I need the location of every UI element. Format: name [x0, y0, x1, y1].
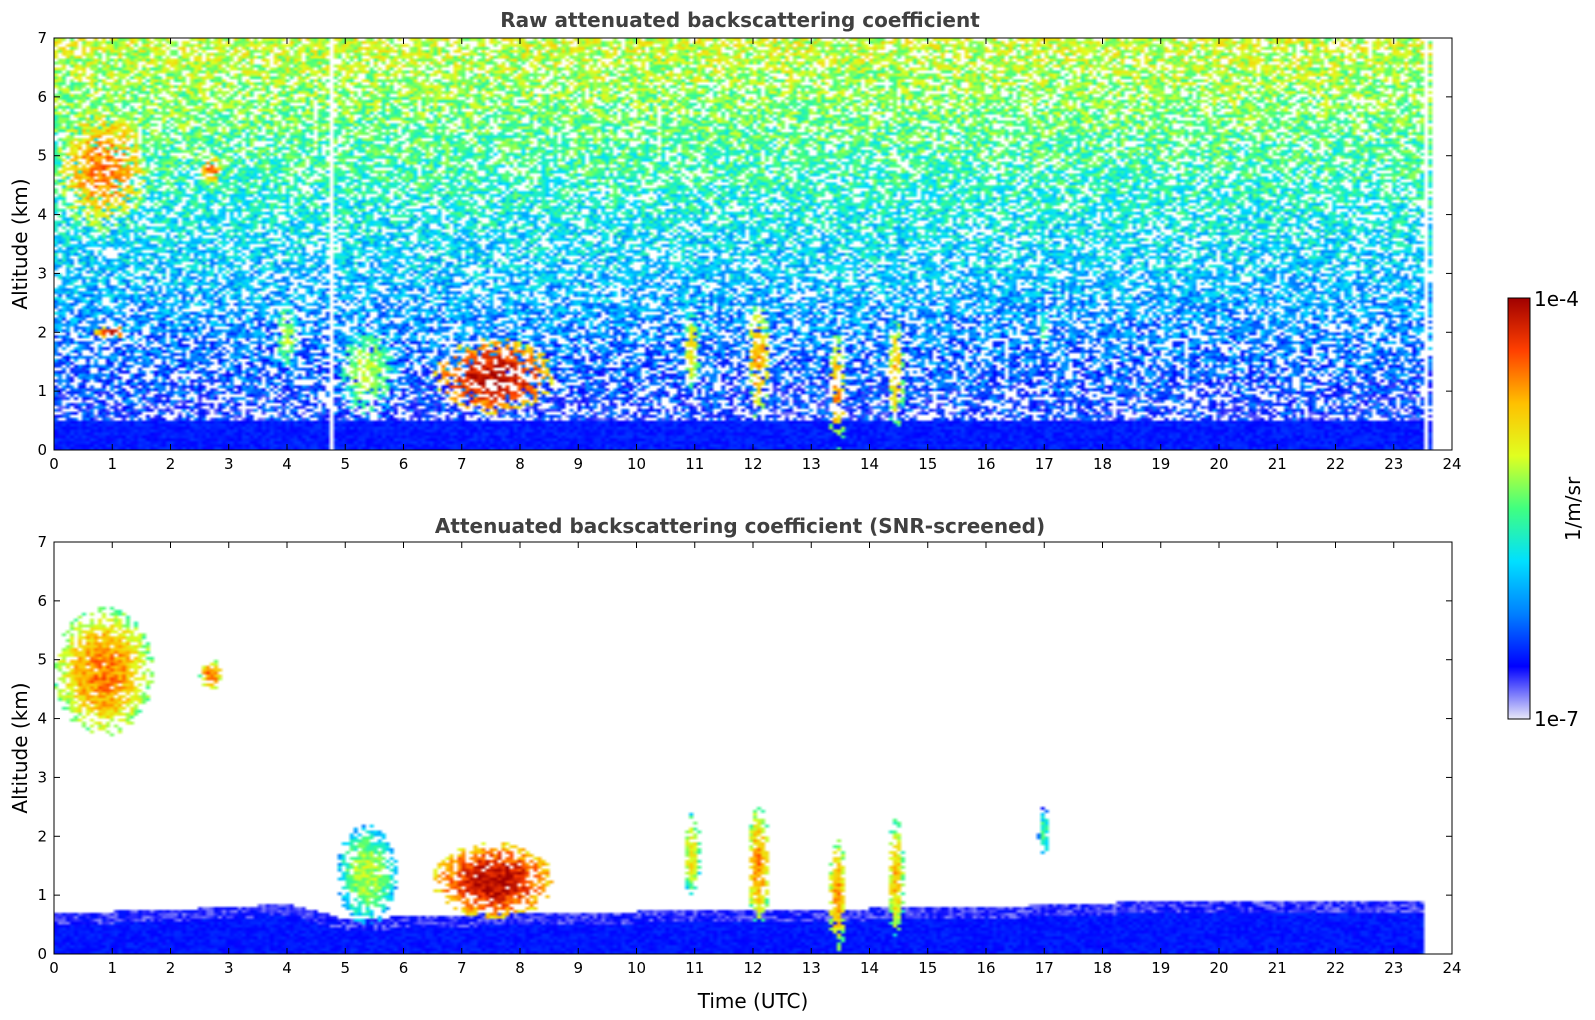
panel-screened-ylabel: Altitude (km): [8, 682, 32, 813]
x-tick-label: 12: [743, 455, 762, 473]
x-tick-label: 16: [976, 455, 995, 473]
x-tick-label: 4: [282, 959, 292, 977]
y-tick-label: 5: [37, 651, 47, 669]
panel-raw-ylabel: Altitude (km): [8, 178, 32, 309]
panel-screened-title: Attenuated backscattering coefficient (S…: [435, 514, 1045, 538]
x-tick-label: 22: [1326, 959, 1345, 977]
x-tick-label: 23: [1384, 455, 1403, 473]
panel-raw: Raw attenuated backscattering coefficien…: [8, 8, 1462, 473]
x-tick-label: 7: [457, 959, 467, 977]
x-tick-label: 15: [918, 455, 937, 473]
y-tick-label: 4: [37, 710, 47, 728]
x-tick-label: 2: [166, 959, 176, 977]
panel-screened-xlabel: Time (UTC): [697, 989, 809, 1013]
y-tick-label: 1: [37, 886, 47, 904]
x-tick-label: 23: [1384, 959, 1403, 977]
x-tick-label: 16: [976, 959, 995, 977]
x-tick-label: 6: [399, 455, 409, 473]
y-tick-label: 5: [37, 147, 47, 165]
colorbar-unit-label: 1/m/sr: [1561, 476, 1585, 541]
x-tick-label: 19: [1151, 455, 1170, 473]
x-tick-label: 0: [49, 455, 59, 473]
colorbar-max-label: 1e-4: [1534, 287, 1579, 311]
heatmap-image: [54, 38, 1452, 450]
panel-screened-axes: 0 1 2 3 4 5 6 7 8 9 10 11 12 13 14 15 16 17 18 19 20 21 22 23 24…: [37, 533, 1461, 977]
x-tick-label: 19: [1151, 959, 1170, 977]
y-tick-label: 7: [37, 533, 47, 551]
x-tick-label: 17: [1035, 455, 1054, 473]
y-tick-label: 2: [37, 323, 47, 341]
x-tick-label: 9: [573, 455, 583, 473]
colorbar-gradient: [1507, 297, 1531, 720]
x-tick-label: 24: [1442, 959, 1461, 977]
x-tick-label: 21: [1268, 959, 1287, 977]
x-tick-label: 3: [224, 455, 234, 473]
x-tick-label: 5: [340, 959, 350, 977]
colorbar-min-label: 1e-7: [1534, 707, 1579, 731]
x-tick-label: 21: [1268, 455, 1287, 473]
x-tick-label: 4: [282, 455, 292, 473]
x-tick-label: 0: [49, 959, 59, 977]
y-tick-label: 7: [37, 29, 47, 47]
y-tick-label: 0: [37, 441, 47, 459]
panel-screened: Attenuated backscattering coefficient (S…: [8, 514, 1462, 1013]
x-tick-label: 11: [685, 455, 704, 473]
y-tick-label: 6: [37, 592, 47, 610]
x-tick-label: 20: [1209, 455, 1228, 473]
heatmap-image: [54, 542, 1452, 954]
x-tick-label: 9: [573, 959, 583, 977]
x-tick-label: 1: [107, 455, 117, 473]
x-tick-label: 10: [627, 455, 646, 473]
x-tick-label: 8: [515, 455, 525, 473]
y-tick-label: 4: [37, 206, 47, 224]
y-tick-label: 3: [37, 768, 47, 786]
x-tick-label: 17: [1035, 959, 1054, 977]
x-tick-label: 13: [802, 455, 821, 473]
x-tick-label: 11: [685, 959, 704, 977]
x-tick-label: 6: [399, 959, 409, 977]
x-tick-label: 1: [107, 959, 117, 977]
x-tick-label: 7: [457, 455, 467, 473]
x-tick-label: 24: [1442, 455, 1461, 473]
x-tick-label: 20: [1209, 959, 1228, 977]
x-tick-label: 2: [166, 455, 176, 473]
y-tick-label: 0: [37, 945, 47, 963]
x-tick-label: 10: [627, 959, 646, 977]
y-tick-label: 3: [37, 264, 47, 282]
x-tick-label: 18: [1093, 959, 1112, 977]
x-tick-label: 3: [224, 959, 234, 977]
x-tick-label: 5: [340, 455, 350, 473]
x-tick-label: 15: [918, 959, 937, 977]
y-tick-label: 2: [37, 827, 47, 845]
y-tick-label: 1: [37, 382, 47, 400]
panel-raw-axes: 0 1 2 3 4 5 6 7 8 9 10 11 12 13 14 15 16 17 18 19 20 21 22 23 24…: [37, 29, 1461, 473]
panel-raw-heatmap: [54, 38, 1452, 450]
colorbar: 1e-4 1e-7 1/m/sr: [1507, 287, 1585, 731]
x-tick-label: 18: [1093, 455, 1112, 473]
x-tick-label: 12: [743, 959, 762, 977]
x-tick-label: 14: [860, 455, 879, 473]
x-tick-label: 14: [860, 959, 879, 977]
panel-screened-heatmap: [54, 542, 1452, 954]
x-tick-label: 8: [515, 959, 525, 977]
x-tick-label: 22: [1326, 455, 1345, 473]
y-tick-label: 6: [37, 88, 47, 106]
panel-raw-title: Raw attenuated backscattering coefficien…: [500, 8, 980, 32]
x-tick-label: 13: [802, 959, 821, 977]
